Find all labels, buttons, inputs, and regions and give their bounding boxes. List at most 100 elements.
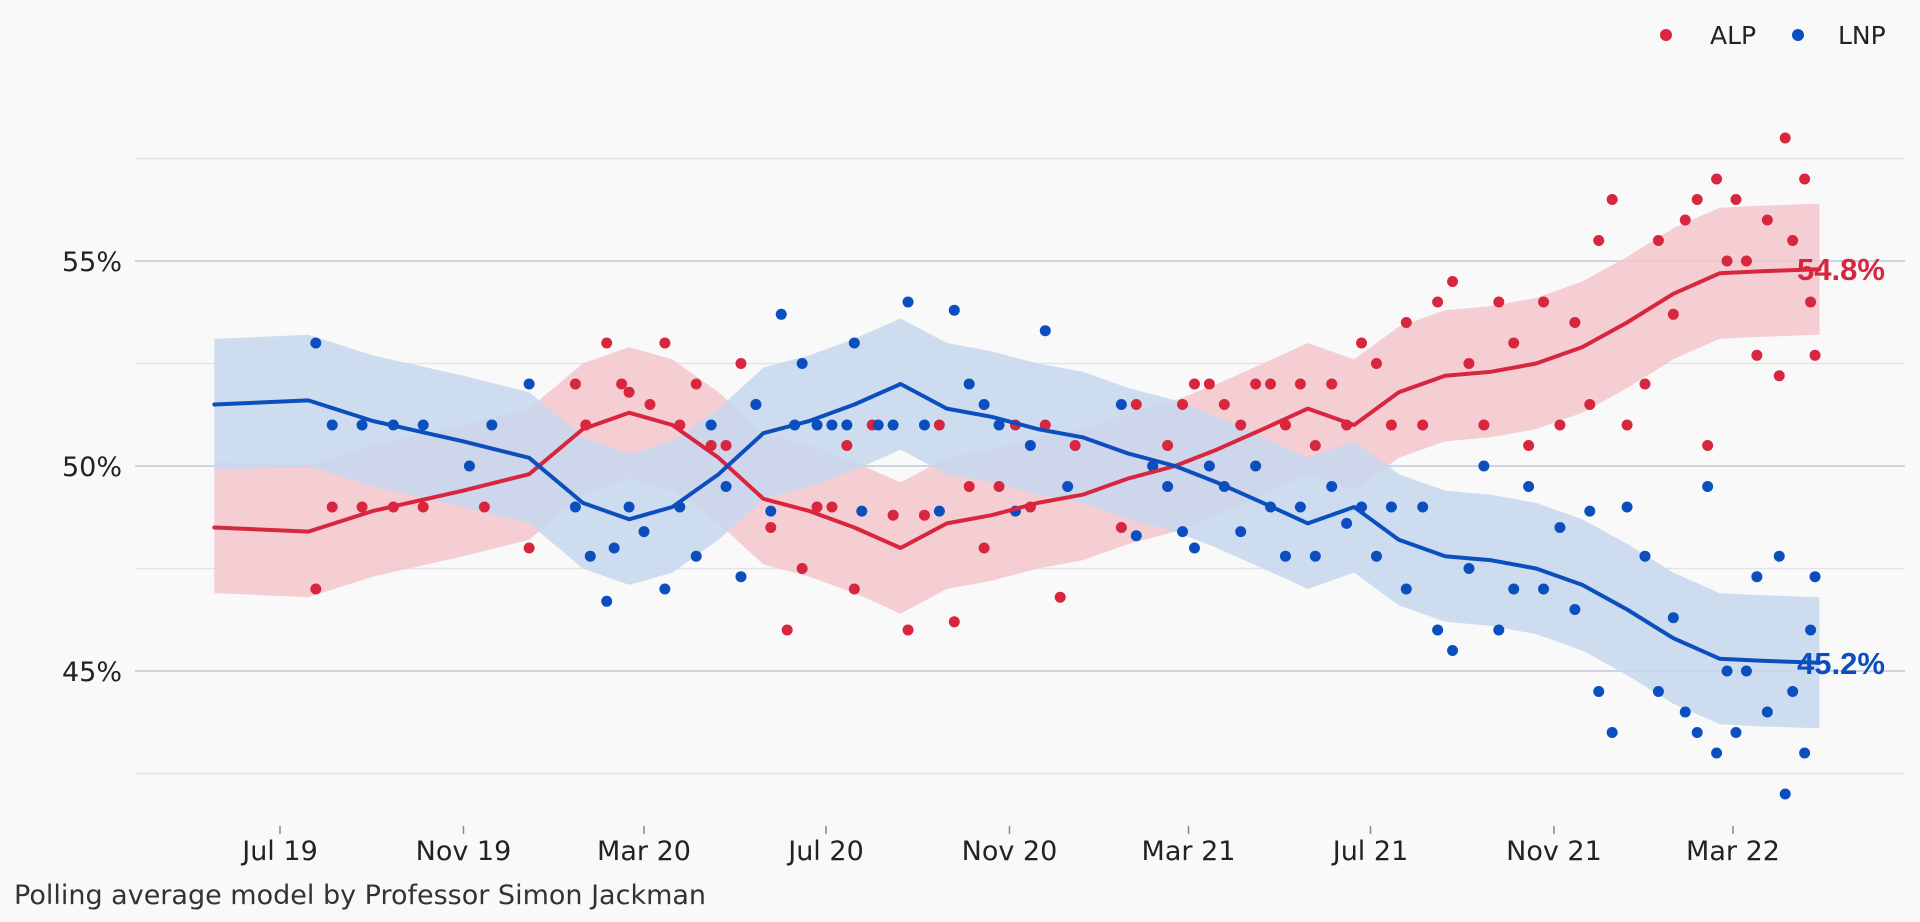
lnp-poll-point	[811, 419, 823, 431]
lnp-poll-point	[1730, 727, 1742, 738]
alp-poll-point	[1130, 399, 1142, 410]
lnp-poll-point	[1702, 481, 1714, 492]
lnp-poll-point	[1417, 501, 1429, 513]
lnp-poll-point	[978, 399, 990, 410]
lnp-poll-point	[796, 358, 808, 369]
lnp-poll-point	[1761, 706, 1773, 718]
alp-poll-point	[1069, 440, 1081, 451]
alp-poll-point	[623, 386, 635, 398]
alp-poll-point	[918, 509, 930, 521]
alp-poll-point	[887, 509, 899, 521]
lnp-poll-point	[1341, 517, 1353, 529]
alp-poll-point	[811, 501, 823, 513]
lnp-poll-point	[1639, 550, 1651, 562]
alp-poll-point	[478, 501, 490, 513]
x-tick-label: Jul 20	[786, 836, 864, 867]
alp-poll-point	[848, 583, 860, 595]
axis-labels: Jul 19 Nov 19 Mar 20 Jul 20 Nov 20 Mar 21 Jul …	[62, 247, 1885, 867]
alp-poll-point	[1593, 235, 1605, 246]
lnp-poll-point	[1432, 624, 1444, 636]
lnp-poll-point	[1024, 440, 1036, 451]
lnp-poll-point	[1162, 481, 1174, 492]
alp-poll-point	[1162, 440, 1174, 451]
lnp-poll-point	[1805, 624, 1817, 636]
alp-end-label: 54.8%	[1797, 252, 1885, 287]
lnp-poll-point	[1400, 583, 1412, 595]
alp-poll-point	[1691, 194, 1703, 205]
lnp-poll-point	[1652, 686, 1664, 697]
lnp-poll-point	[1447, 645, 1459, 656]
alp-poll-point	[1639, 378, 1651, 390]
alp-poll-point	[1309, 440, 1321, 451]
lnp-poll-point	[1062, 481, 1074, 492]
x-tick-label: Jul 21	[1331, 836, 1409, 867]
alp-poll-point	[1538, 296, 1550, 308]
alp-poll-point	[1702, 440, 1714, 451]
alp-poll-point	[781, 624, 793, 636]
lnp-poll-point	[1147, 460, 1159, 472]
alp-poll-point	[356, 501, 368, 513]
alp-poll-point	[1711, 173, 1723, 185]
alp-poll-point	[1493, 296, 1505, 308]
lnp-poll-point	[1130, 530, 1142, 542]
lnp-poll-point	[775, 308, 787, 320]
alp-poll-point	[1652, 235, 1664, 246]
alp-poll-point	[1554, 419, 1566, 431]
lnp-poll-point	[690, 550, 702, 562]
lnp-poll-point	[848, 337, 860, 349]
lnp-poll-point	[750, 399, 762, 410]
alp-poll-point	[616, 378, 628, 390]
alp-poll-point	[841, 440, 853, 451]
alp-poll-point	[310, 583, 322, 595]
alp-poll-point	[1667, 308, 1679, 320]
alp-trend-line	[212, 267, 1822, 550]
legend-lnp-label: LNP	[1838, 21, 1886, 50]
alp-poll-point	[796, 563, 808, 574]
lnp-poll-point	[1309, 550, 1321, 562]
lnp-poll-point	[601, 595, 613, 607]
alp-poll-point	[644, 399, 656, 410]
alp-poll-point	[1039, 419, 1051, 431]
alp-poll-point	[1218, 399, 1230, 410]
alp-poll-point	[1730, 194, 1742, 205]
lnp-poll-point	[1787, 686, 1799, 697]
alp-poll-point	[1188, 378, 1200, 390]
alp-poll-point	[1265, 378, 1277, 390]
lnp-poll-point	[608, 542, 620, 554]
alp-poll-point	[1203, 378, 1215, 390]
x-tick-label: Mar 21	[1142, 836, 1236, 867]
alp-poll-point	[1326, 378, 1338, 390]
lnp-poll-point	[1203, 460, 1215, 472]
alp-poll-point	[720, 440, 732, 451]
alp-poll-point	[1250, 378, 1262, 390]
alp-poll-point	[963, 481, 975, 492]
lnp-poll-point	[1691, 727, 1703, 738]
lnp-poll-point	[1294, 501, 1306, 513]
alp-poll-point	[933, 419, 945, 431]
lnp-poll-point	[523, 378, 535, 390]
lnp-poll-point	[1463, 563, 1475, 574]
x-tick-label: Nov 19	[416, 836, 512, 867]
alp-poll-point	[1400, 317, 1412, 328]
alp-poll-point	[765, 522, 777, 533]
lnp-poll-point	[856, 505, 868, 517]
alp-poll-point	[1679, 214, 1691, 226]
lnp-poll-point	[1493, 624, 1505, 636]
alp-poll-point	[659, 337, 671, 349]
lnp-poll-point	[1584, 505, 1596, 517]
lnp-poll-point	[1679, 706, 1691, 718]
alp-poll-point	[1805, 296, 1817, 308]
alp-poll-point	[902, 624, 914, 636]
lnp-poll-point	[1569, 604, 1581, 615]
legend-alp-marker	[1660, 29, 1672, 41]
lnp-poll-point	[1385, 501, 1397, 513]
x-tick-label: Nov 21	[1506, 836, 1602, 867]
lnp-poll-point	[1751, 571, 1763, 583]
lnp-poll-point	[872, 419, 884, 431]
alp-poll-point	[1370, 358, 1382, 369]
alp-poll-point	[978, 542, 990, 554]
lnp-poll-point	[659, 583, 671, 595]
lnp-poll-point	[918, 419, 930, 431]
lnp-poll-point	[486, 419, 498, 431]
